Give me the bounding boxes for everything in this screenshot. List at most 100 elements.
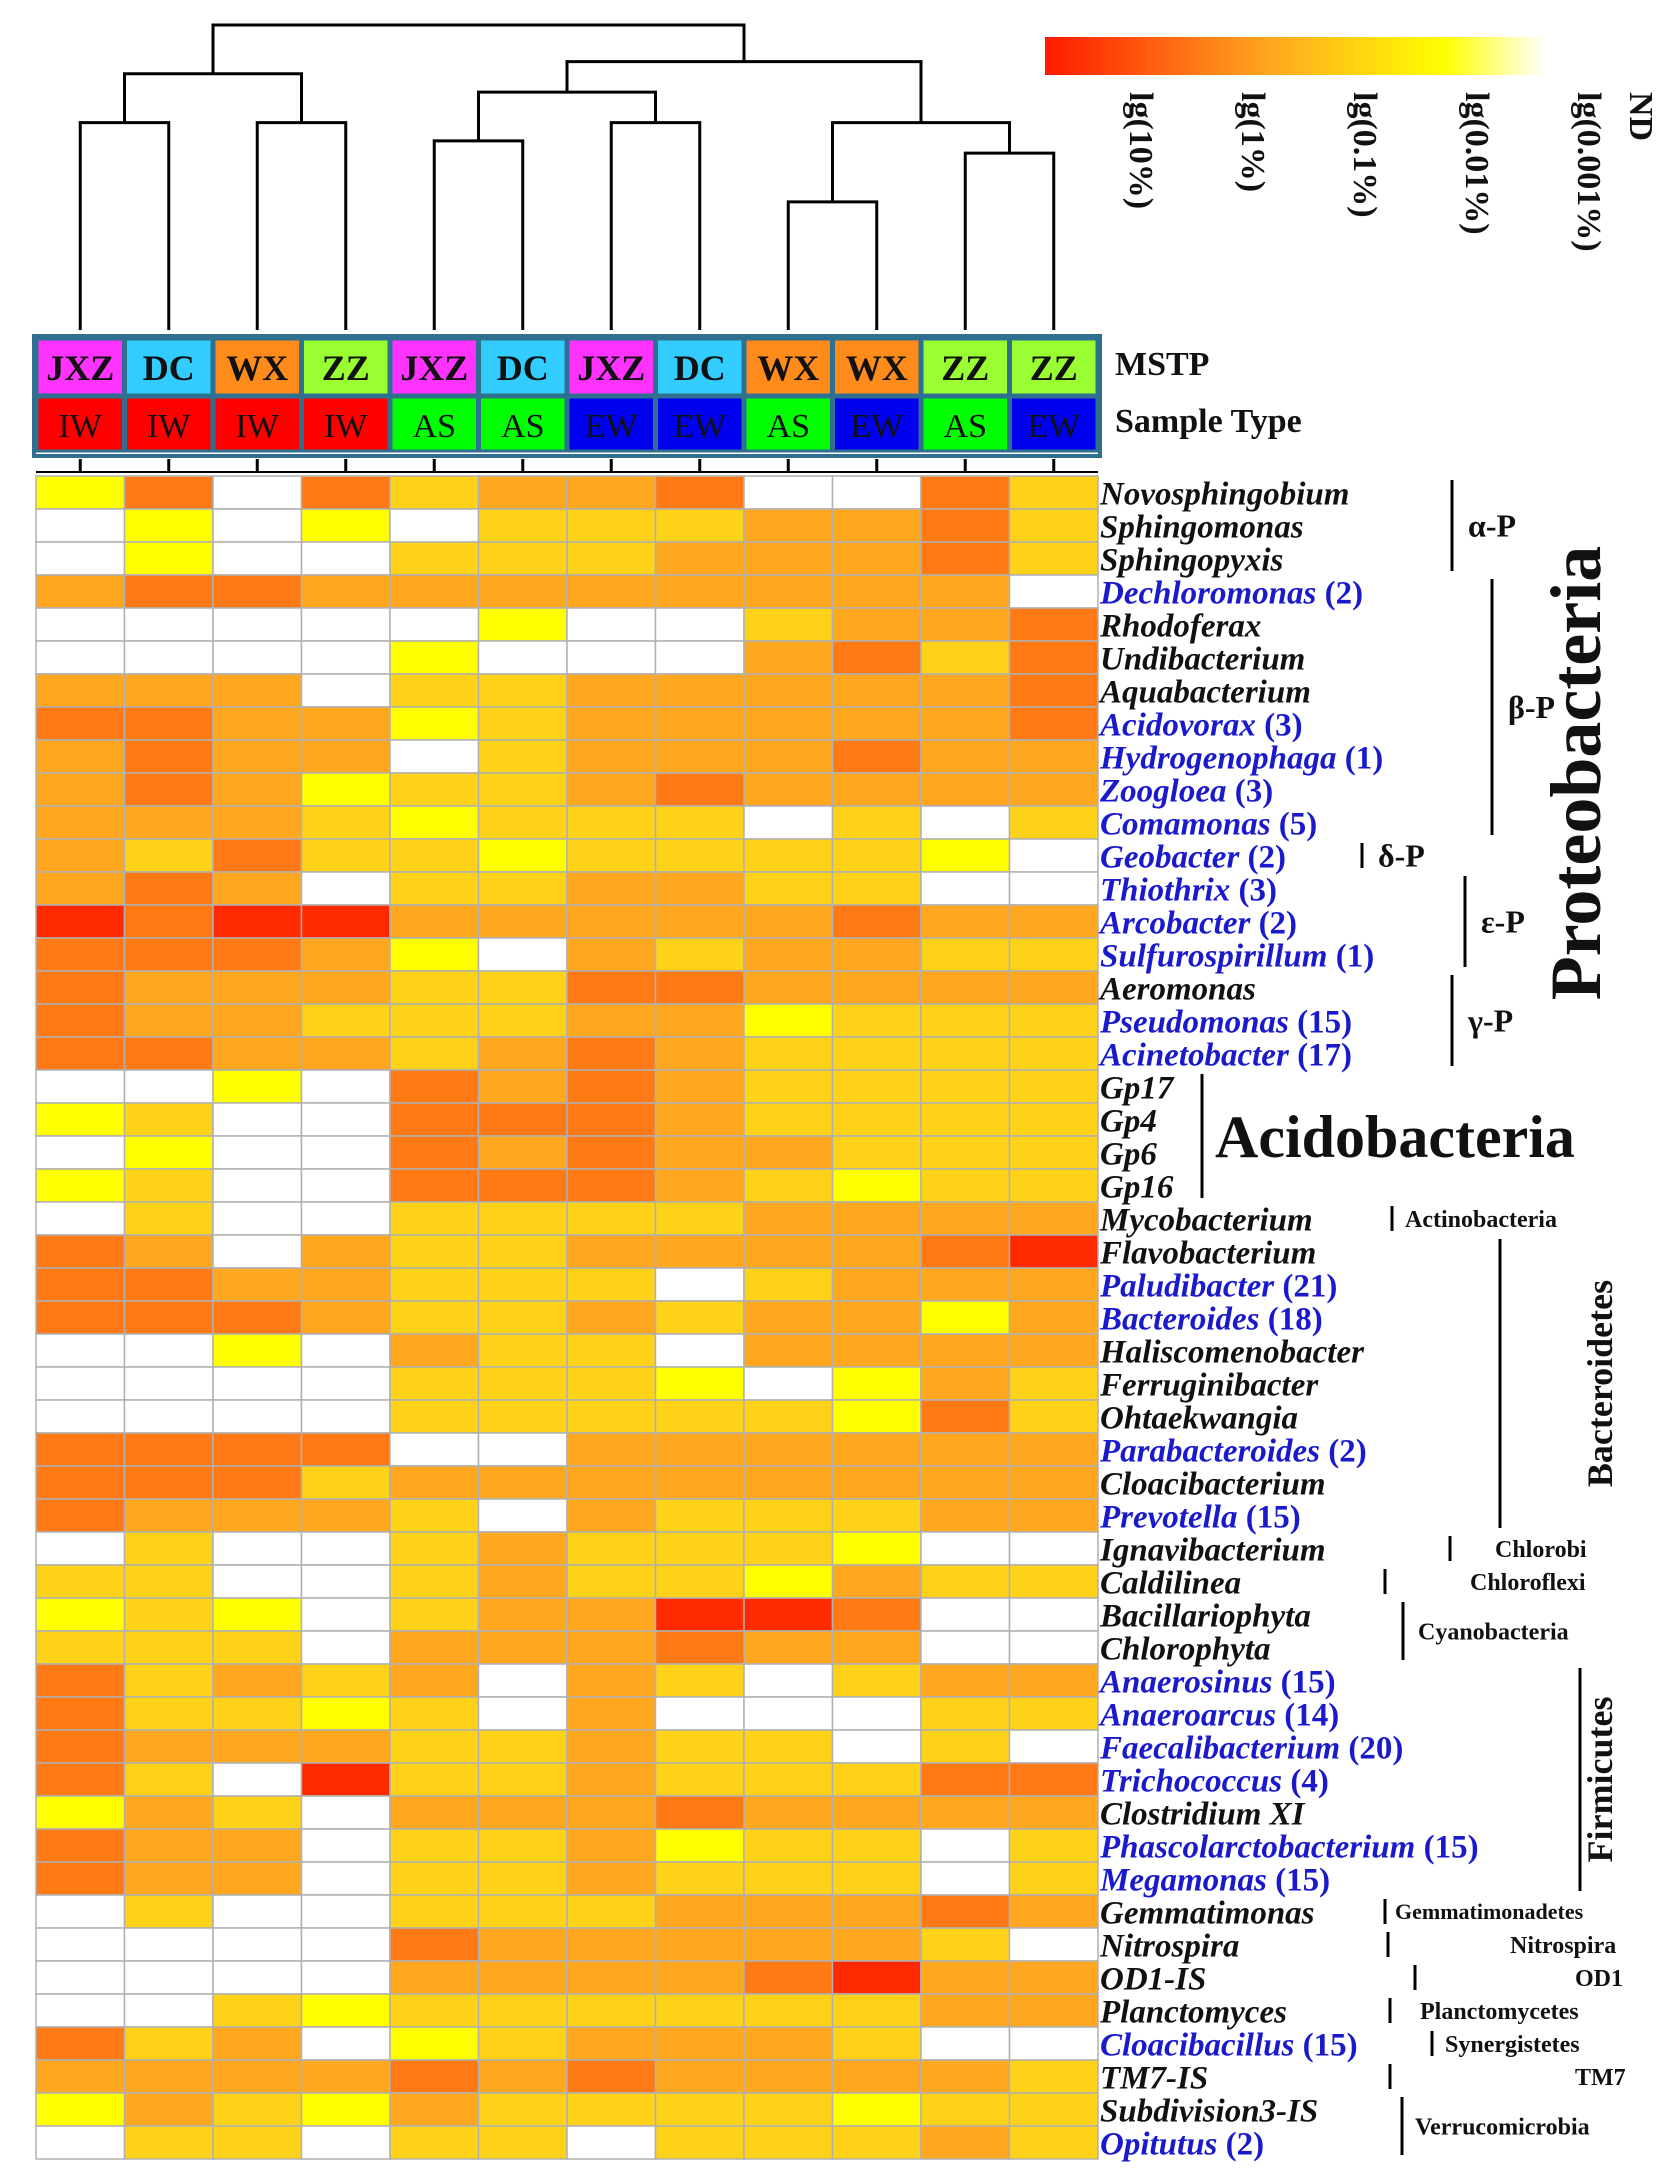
heatmap-cell [300, 1498, 391, 1533]
heatmap-cell [300, 706, 391, 741]
heatmap-cell [389, 1300, 480, 1335]
genus-label: Bacteroides (18) [1099, 1302, 1323, 1338]
column-dendrogram [78, 23, 1056, 330]
heatmap-cell [743, 1894, 834, 1929]
heatmap-cell [389, 1003, 480, 1038]
heatmap-cell [123, 1828, 214, 1863]
phylum-label: Verrucomicrobia [1415, 2114, 1590, 2140]
heatmap-cell [123, 673, 214, 708]
heatmap-cell [212, 673, 303, 708]
mstp-label: ZZ [941, 348, 989, 388]
heatmap-cell [212, 1465, 303, 1500]
heatmap-cell [389, 2092, 480, 2127]
heatmap-cell [743, 1036, 834, 1071]
heatmap-cell [920, 1135, 1011, 1170]
heatmap-cell [35, 607, 126, 642]
heatmap-cell [654, 541, 745, 576]
heatmap-cell [743, 1828, 834, 1863]
heatmap-cell [35, 1102, 126, 1137]
heatmap-cell [389, 1894, 480, 1929]
heatmap-cell [389, 541, 480, 576]
heatmap-cell [477, 2059, 568, 2094]
mstp-cell [832, 337, 922, 397]
heatmap-cell [654, 1564, 745, 1599]
heatmap-cell [212, 739, 303, 774]
heatmap-cell [477, 2092, 568, 2127]
heatmap-cell [35, 1168, 126, 1203]
heatmap-cell [212, 1630, 303, 1665]
heatmap-cell [300, 1102, 391, 1137]
heatmap-cell [35, 1564, 126, 1599]
heatmap-cell [654, 475, 745, 510]
heatmap-cell [831, 640, 922, 675]
heatmap-cell [389, 838, 480, 873]
heatmap-cell [743, 1564, 834, 1599]
color-scale-legend: lg(10%) lg(1%) lg(0.1%) lg(0.01%) lg(0.001%)… [1122, 92, 1659, 252]
heatmap-cell [477, 673, 568, 708]
heatmap-cell [743, 904, 834, 939]
heatmap-cell [477, 1729, 568, 1764]
heatmap-cell [300, 1300, 391, 1335]
heatmap-cell [389, 1663, 480, 1698]
heatmap-cell [123, 1300, 214, 1335]
heatmap-cell [389, 1762, 480, 1797]
heatmap-cell [212, 1960, 303, 1995]
heatmap-cell [566, 1762, 657, 1797]
heatmap-cell [566, 607, 657, 642]
heatmap-cell [1008, 1663, 1099, 1698]
heatmap-cell [300, 1333, 391, 1368]
genus-label: Gp17 [1100, 1071, 1175, 1107]
heatmap-cell [654, 1597, 745, 1632]
heatmap-cell [743, 970, 834, 1005]
heatmap-cell [212, 1729, 303, 1764]
heatmap-cell [477, 1465, 568, 1500]
heatmap-cell [123, 904, 214, 939]
heatmap-cell [35, 1828, 126, 1863]
heatmap-cell [35, 2059, 126, 2094]
heatmap-cell [300, 1828, 391, 1863]
heatmap-cell [477, 904, 568, 939]
heatmap-cell [920, 1531, 1011, 1566]
heatmap-cell [920, 871, 1011, 906]
heatmap-cell [300, 1663, 391, 1698]
heatmap-cell [566, 1960, 657, 1995]
heatmap-cell [477, 1300, 568, 1335]
heatmap-cell [477, 1630, 568, 1665]
heatmap-cell [566, 2125, 657, 2160]
heatmap-cell [123, 772, 214, 807]
heatmap-cell [566, 673, 657, 708]
mstp-label: ZZ [1030, 348, 1078, 388]
heatmap-cell [566, 772, 657, 807]
heatmap-cell [831, 1597, 922, 1632]
heatmap-cell [389, 1399, 480, 1434]
heatmap-cell [1008, 1498, 1099, 1533]
genus-label: Hydrogenophaga (1) [1099, 741, 1383, 777]
heatmap-cell [920, 1762, 1011, 1797]
heatmap-cell [566, 871, 657, 906]
heatmap-cell [920, 706, 1011, 741]
heatmap-cell [477, 1069, 568, 1104]
heatmap-cell [566, 2059, 657, 2094]
heatmap-cell [1008, 1729, 1099, 1764]
heatmap-cell [1008, 1630, 1099, 1665]
heatmap-cell [123, 1069, 214, 1104]
heatmap-cell [212, 1399, 303, 1434]
heatmap-cell [123, 508, 214, 543]
mstp-label: DC [674, 348, 726, 388]
heatmap-cell [743, 607, 834, 642]
heatmap-cell [300, 772, 391, 807]
genus-label: Sphingopyxis [1100, 543, 1283, 579]
phylum-label: Actinobacteria [1405, 1207, 1557, 1233]
heatmap-cell [831, 2059, 922, 2094]
heatmap-cell [389, 1069, 480, 1104]
heatmap-cell [123, 1597, 214, 1632]
heatmap-cell [300, 1597, 391, 1632]
heatmap-cell [477, 2026, 568, 2061]
heatmap-cell [212, 1597, 303, 1632]
genus-label: Pseudomonas (15) [1099, 1005, 1352, 1041]
sample-type-cell [655, 395, 745, 453]
heatmap-cell [389, 904, 480, 939]
heatmap-cell [477, 970, 568, 1005]
heatmap-cell [477, 1861, 568, 1896]
heatmap-cell [477, 475, 568, 510]
